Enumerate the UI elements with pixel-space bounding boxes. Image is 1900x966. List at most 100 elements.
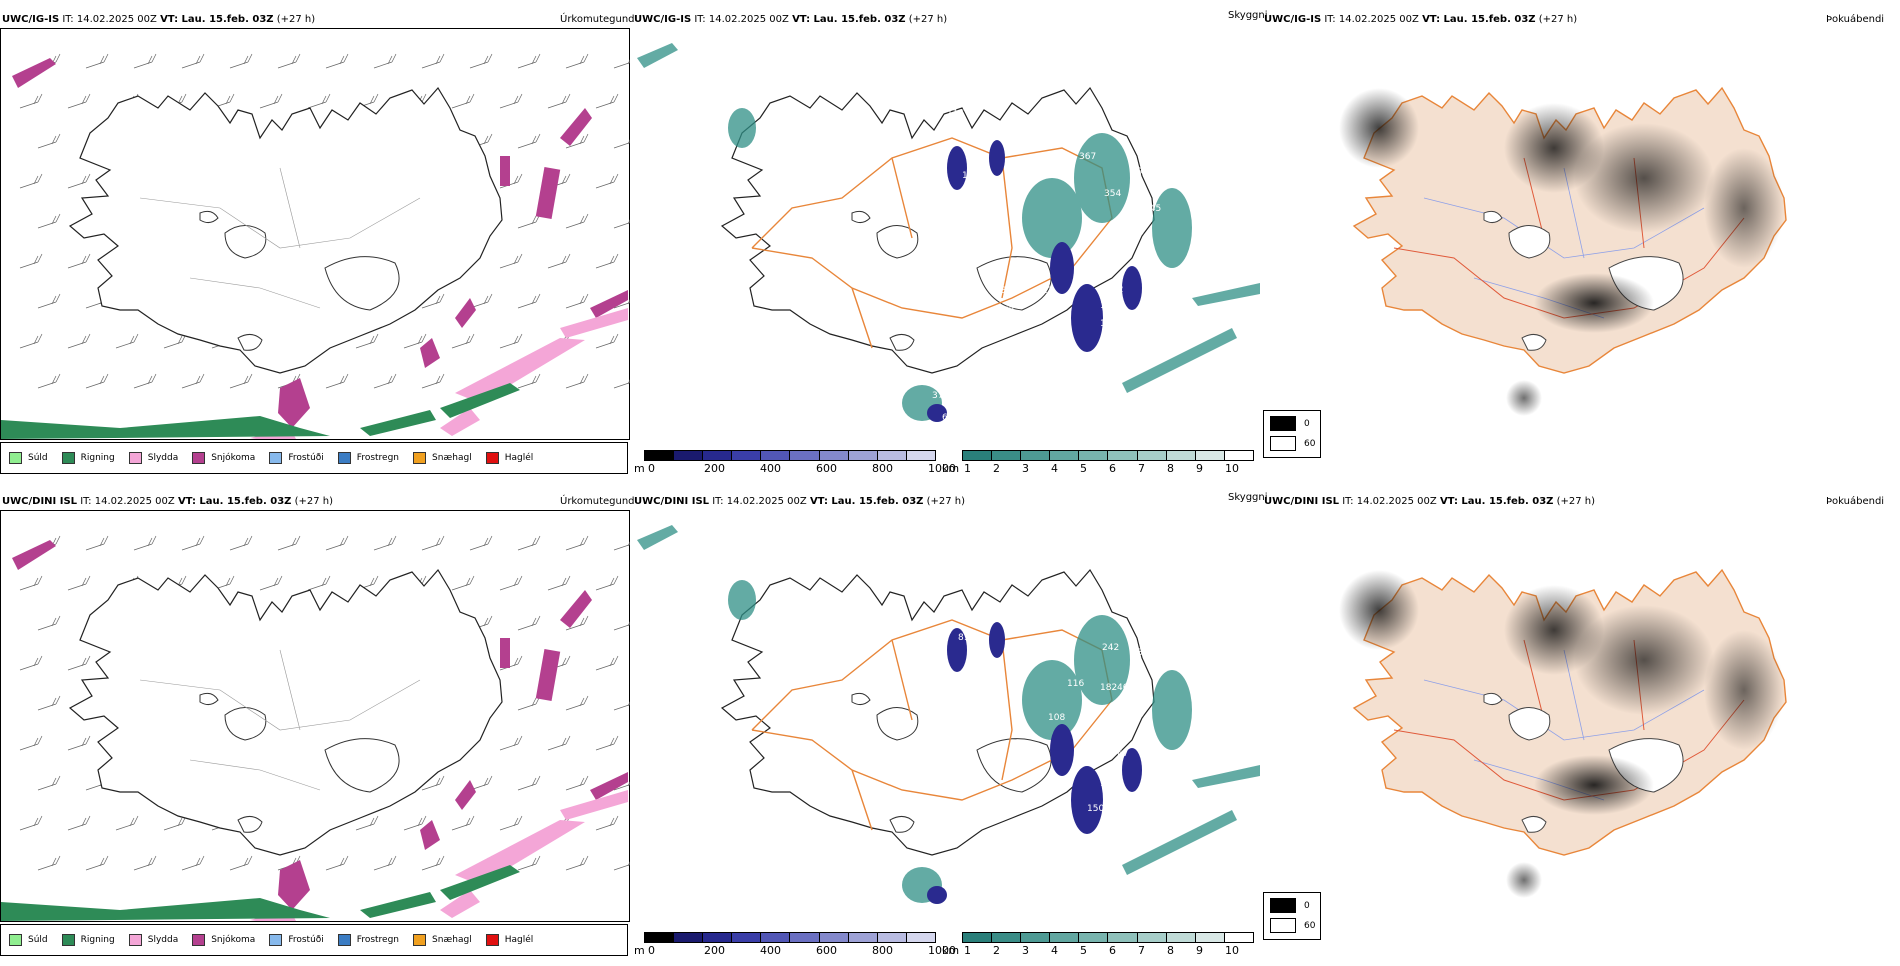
lead-time: (+27 h) [294,496,334,507]
visibility-tick: 8 [1167,944,1174,957]
ceiling-tick: 800 [872,462,893,475]
ceiling-tick: 1000 [928,462,956,475]
legend-label: Frostregn [356,453,400,463]
visibility-tick: 4 [1051,462,1058,475]
cloud-base-label: 13 [947,237,958,247]
legend-swatch [61,452,75,464]
iceland-coastline [68,86,503,374]
cloud-base-label: 182 [1100,683,1117,693]
visibility-tick: 10 [1225,462,1239,475]
panel-header: UWC/DINI ISL IT: 14.02.2025 00Z VT: Lau.… [634,496,965,507]
legend-item: Frostúði [269,934,324,946]
precip-type-panel: UWC/DINI ISL IT: 14.02.2025 00Z VT: Lau.… [0,496,635,966]
lead-time: (+27 h) [908,14,948,25]
precip-type-panel: UWC/IG-IS IT: 14.02.2025 00Z VT: Lau. 15… [0,14,635,484]
lead-time: (+27 h) [276,14,316,25]
legend-label: Rigning [80,453,115,463]
lead-time: (+27 h) [926,496,966,507]
cloud-base-label: 15 [770,571,781,581]
legend-label: Frostúði [288,935,324,945]
visibility-map: 15 105 81 111 179 242 88 462 116 182 108 504 67 138 15… [637,525,1260,904]
ceiling-colorbar: m 0 200 400 600 800 1000 [634,450,956,480]
legend-label: Haglél [504,935,534,945]
legend-swatch [269,452,283,464]
snow-areas [12,540,628,910]
cloud-base-label: 111 [975,653,992,663]
model-label: UWC/IG-IS [1264,14,1322,25]
visibility-panel: UWC/DINI ISL IT: 14.02.2025 00Z VT: Lau.… [632,492,1268,966]
cloud-base-label: 105 [929,635,946,645]
visibility-tick: 10 [1225,944,1239,957]
visibility-tick: 1 [964,944,971,957]
cloud-base-label: 375 [932,391,949,401]
visibility-tick: 7 [1138,944,1145,957]
visibility-tick: 7 [1138,462,1145,475]
ceiling-tick: 600 [816,462,837,475]
visibility-tick: 6 [1109,944,1116,957]
vt-label: VT: Lau. 15.feb. 03Z [177,496,292,507]
cloud-base-label: 151 [928,861,945,871]
legend-label: Rigning [80,935,115,945]
it-prefix: IT: [694,14,706,25]
cloud-base-label: 138 [1102,765,1119,775]
low-ceiling-areas [927,622,1142,904]
visibility-unit: km [942,462,960,475]
ceiling-tick: 400 [760,462,781,475]
legend-label: Frostúði [288,453,324,463]
fog-legend: 0 60 [1263,892,1321,940]
fog-dark-swatch [1270,898,1296,913]
ceiling-colorbar: m 0 200 400 600 800 1000 [634,932,956,962]
vt-label: VT: Lau. 15.feb. 03Z [1439,496,1554,507]
legend-swatch [192,452,206,464]
legend-label: Snæhagl [432,453,472,463]
visibility-map: 116 94 367 92 354 145 73 109 13 180 12 173 126 92 111 1… [637,43,1260,423]
fog-indicator-panel: UWC/DINI ISL IT: 14.02.2025 00Z VT: Lau.… [1264,496,1900,966]
model-label: UWC/IG-IS [634,14,692,25]
iceland-coastline [68,568,503,856]
cloud-base-label: 65 [942,879,953,889]
vt-label: VT: Lau. 15.feb. 03Z [792,14,906,25]
legend-label: Frostregn [356,935,400,945]
legend-label: Snjókoma [211,453,256,463]
fog-dark-label: 0 [1304,418,1310,429]
cloud-base-label: 116 [947,109,964,119]
cloud-base-label: 367 [1079,152,1096,162]
ceiling-tick: 600 [816,944,837,957]
rain-areas [1,865,520,921]
cloud-base-label: 86 [1066,361,1078,371]
fog-title: Þokuábendi [1826,14,1885,25]
legend-item: Snjókoma [192,934,255,946]
precip-title: Úrkomutegund [560,496,635,507]
fog-title: Þokuábendi [1826,496,1885,507]
precip-map [0,510,630,922]
visibility-tick: 5 [1080,944,1087,957]
cloud-base-label: 173 [997,306,1014,316]
visibility-title: Skyggni [1228,10,1268,21]
ceiling-tick: 200 [704,462,725,475]
legend-swatch [269,934,283,946]
it-value: 14.02.2025 00Z [94,496,175,507]
legend-item: Súld [9,934,48,946]
cloud-base-label: 354 [1104,189,1121,199]
it-value: 14.02.2025 00Z [708,14,789,25]
legend-item: Haglél [485,452,533,464]
fog-light-swatch [1270,918,1296,933]
legend-label: Súld [28,453,48,463]
visibility-colorbar: km 1 2 3 4 5 6 7 8 9 10 [942,932,1254,962]
legend-label: Slydda [147,935,179,945]
fog-dark-swatch [1270,416,1296,431]
model-label: UWC/DINI ISL [634,496,710,507]
legend-swatch [413,452,427,464]
fog-density [1339,570,1784,898]
cloud-base-label: 81 [958,633,969,643]
precip-map [0,28,630,440]
ceiling-tick: 200 [704,944,725,957]
fog-indicator-panel: UWC/IG-IS IT: 14.02.2025 00Z VT: Lau. 15… [1264,14,1900,484]
cloud-base-label: 92 [1112,285,1123,295]
model-label: UWC/DINI ISL [2,496,78,507]
legend-swatch [128,452,142,464]
lead-time: (+27 h) [1556,496,1596,507]
legend-swatch [9,452,22,464]
visibility-colorbar: km 1 2 3 4 5 6 7 8 9 10 [942,450,1254,480]
legend-item: Frostregn [337,934,400,946]
